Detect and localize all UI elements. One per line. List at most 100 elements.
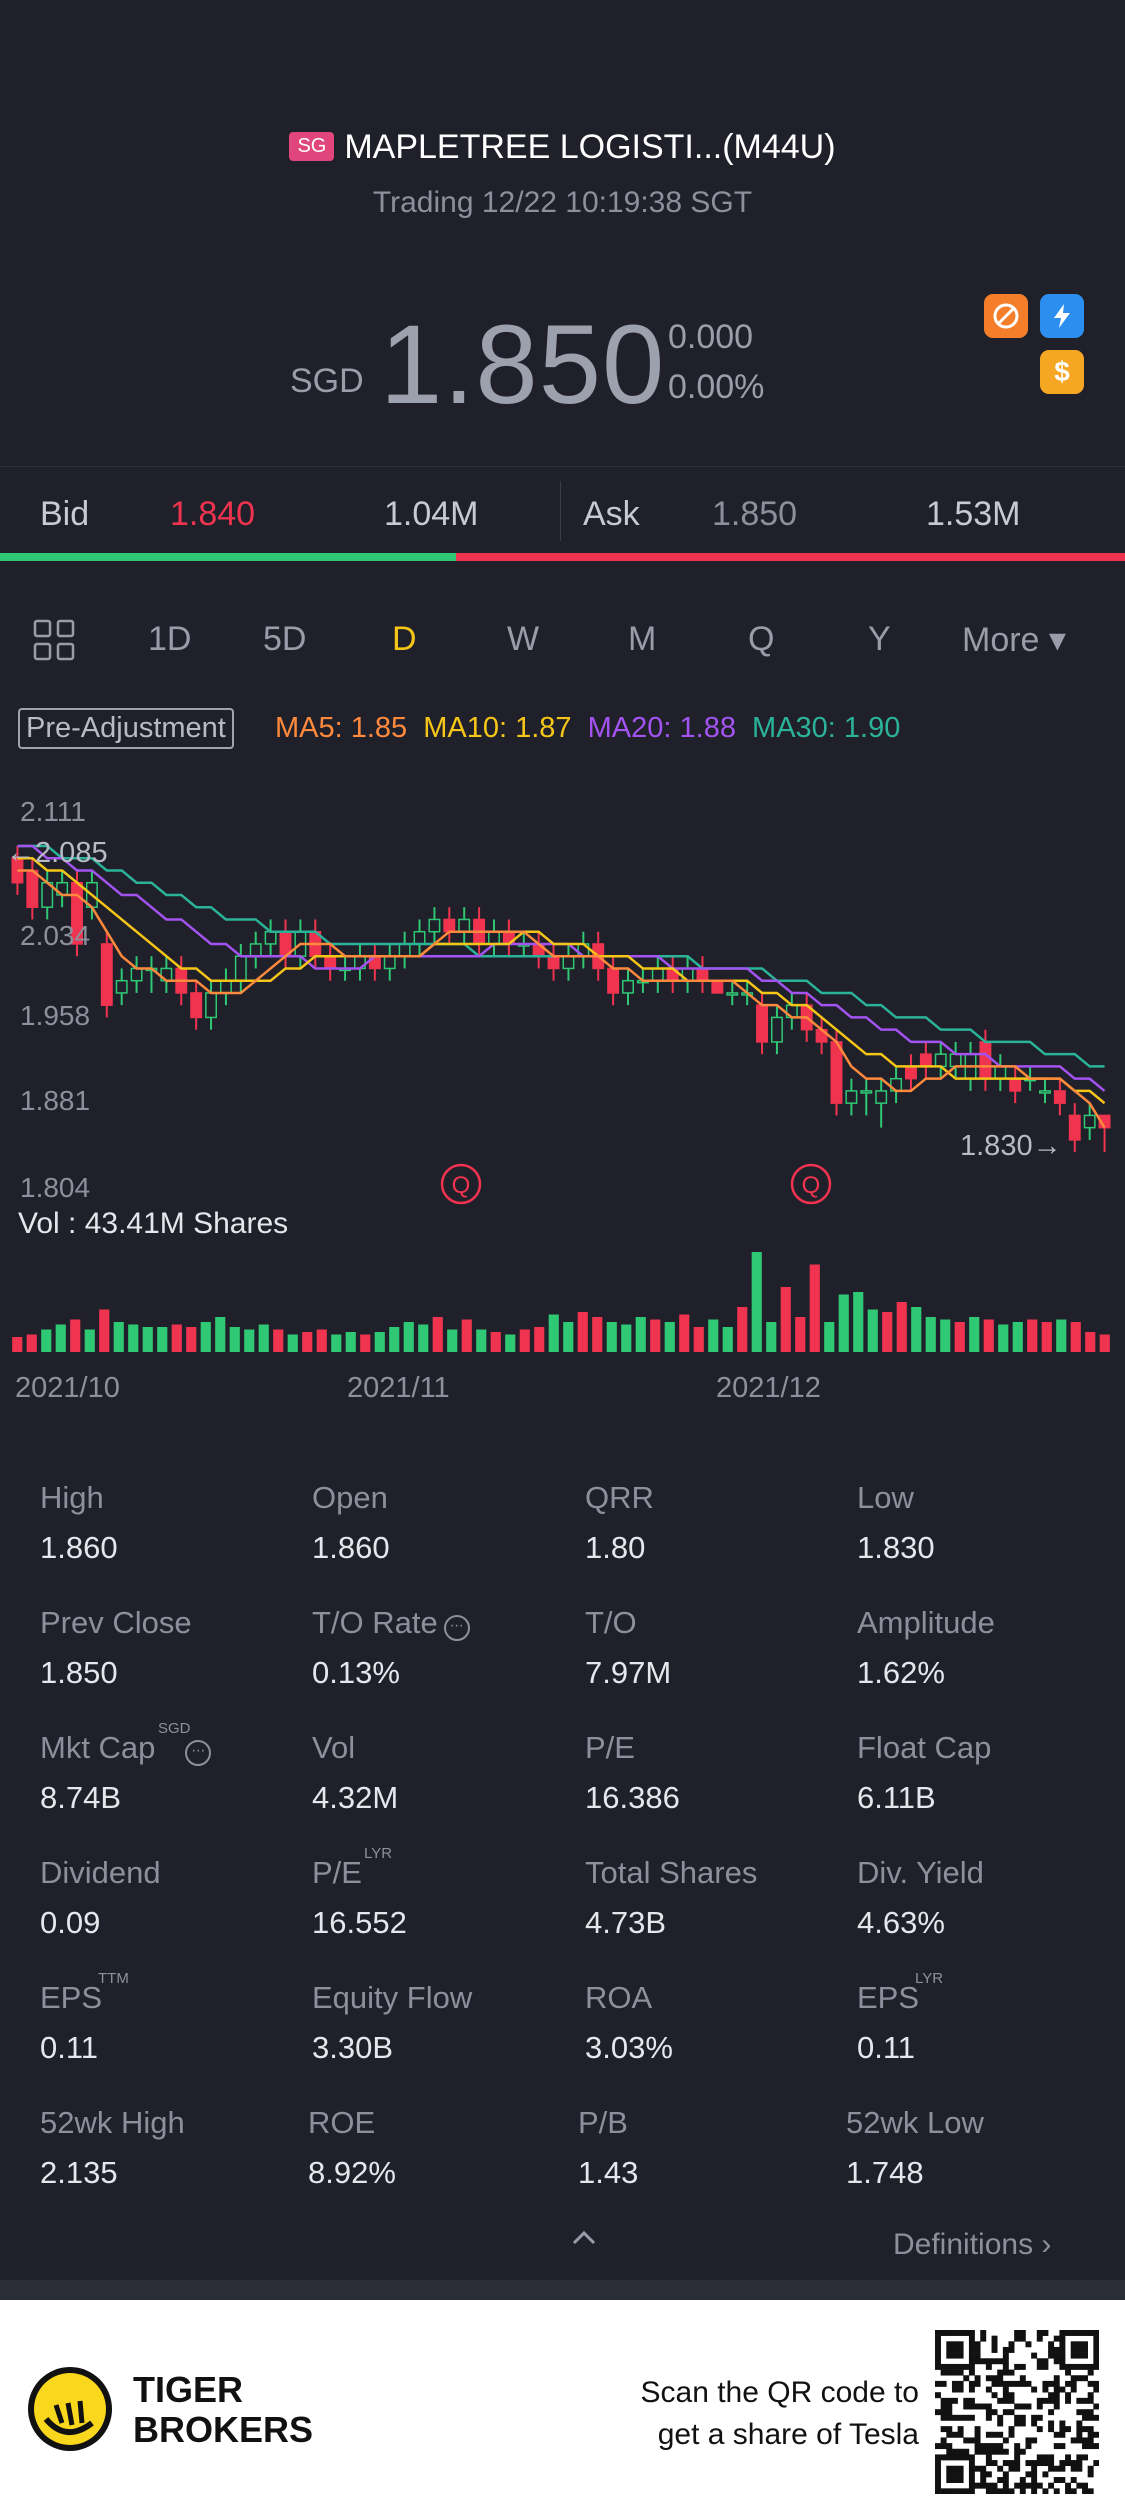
dollar-icon[interactable]: $ bbox=[1040, 350, 1084, 394]
tab-q[interactable]: Q bbox=[748, 620, 775, 658]
chevron-up-icon[interactable] bbox=[568, 2225, 600, 2249]
volume-bar bbox=[664, 1322, 675, 1352]
promo-banner[interactable]: TIGER BROKERS Scan the QR code to get a … bbox=[0, 2300, 1125, 2520]
stat-pb: P/B 1.43 bbox=[578, 2105, 639, 2190]
volume-bar bbox=[1056, 1319, 1067, 1352]
candle bbox=[398, 931, 411, 969]
change-percent: 0.00% bbox=[668, 368, 765, 406]
volume-bar bbox=[418, 1324, 429, 1352]
volume-bar bbox=[1041, 1322, 1052, 1352]
max-price-marker: ←2.085 bbox=[6, 837, 108, 869]
volume-bar bbox=[41, 1329, 52, 1352]
tab-d[interactable]: D bbox=[392, 620, 417, 658]
candle bbox=[234, 943, 247, 993]
more-periods-button[interactable]: More ▾ bbox=[962, 621, 1066, 659]
volume-bar bbox=[853, 1292, 864, 1352]
last-price: 1.850 bbox=[380, 302, 666, 427]
volume-bar bbox=[635, 1317, 646, 1352]
volume-bar bbox=[142, 1327, 153, 1352]
volume-bar bbox=[99, 1309, 110, 1352]
ma5-line bbox=[17, 869, 1106, 1129]
volume-bar bbox=[55, 1324, 66, 1352]
no-short-icon[interactable] bbox=[984, 294, 1028, 338]
volume-bar bbox=[302, 1332, 313, 1352]
candle bbox=[413, 919, 426, 957]
ma5-value: MA5: 1.85 bbox=[275, 712, 408, 744]
stock-title[interactable]: SG MAPLETREE LOGISTI...(M44U) bbox=[0, 128, 1125, 167]
tab-m[interactable]: M bbox=[628, 620, 657, 658]
tab-1d[interactable]: 1D bbox=[148, 620, 192, 658]
volume-bar bbox=[316, 1329, 327, 1352]
volume-bar bbox=[809, 1264, 820, 1352]
pre-adjustment-button[interactable]: Pre-Adjustment bbox=[18, 708, 234, 749]
price-change: 0.000 0.00% bbox=[668, 312, 764, 412]
volume-bar bbox=[360, 1334, 371, 1352]
bid-ask-ratio-bar bbox=[0, 553, 1125, 561]
quote-header: SG MAPLETREE LOGISTI...(M44U) Trading 12/… bbox=[0, 0, 1125, 466]
volume-bar bbox=[548, 1314, 559, 1352]
volume-bar bbox=[244, 1329, 255, 1352]
candle bbox=[890, 1066, 903, 1104]
candle bbox=[205, 980, 218, 1030]
volume-bar bbox=[1012, 1322, 1023, 1352]
tab-w[interactable]: W bbox=[507, 620, 540, 658]
candle bbox=[666, 956, 679, 993]
volume-bar bbox=[403, 1322, 414, 1352]
volume-bar bbox=[389, 1327, 400, 1352]
y-tick: 2.034 bbox=[20, 920, 90, 951]
candle bbox=[875, 1078, 888, 1128]
ask-price: 1.850 bbox=[712, 495, 798, 533]
tab-5d[interactable]: 5D bbox=[263, 620, 307, 658]
stat-prev-close: Prev Close 1.850 bbox=[40, 1605, 192, 1690]
x-tick: 2021/10 bbox=[15, 1372, 120, 1404]
volume-bar bbox=[766, 1322, 777, 1352]
volume-bar bbox=[650, 1319, 661, 1352]
candle bbox=[279, 919, 292, 969]
volume-bar bbox=[229, 1327, 240, 1352]
tab-y[interactable]: Y bbox=[868, 620, 891, 658]
definitions-link[interactable]: Definitions › bbox=[893, 2228, 1052, 2261]
ma10-value: MA10: 1.87 bbox=[423, 712, 572, 744]
event-marker-q[interactable]: Q bbox=[790, 1163, 832, 1205]
bid-ask-divider bbox=[560, 481, 561, 541]
candle bbox=[711, 979, 724, 994]
candle bbox=[532, 931, 545, 969]
footer-separator bbox=[0, 2280, 1125, 2300]
stat-dividend: Dividend 0.09 bbox=[40, 1855, 161, 1940]
candle bbox=[1098, 1114, 1111, 1153]
candle bbox=[130, 956, 143, 993]
volume-bar bbox=[911, 1307, 922, 1352]
tiger-logo-icon bbox=[28, 2367, 112, 2451]
stat-high: High 1.860 bbox=[40, 1480, 118, 1565]
stat-turnover: T/O 7.97M bbox=[585, 1605, 672, 1690]
info-icon[interactable]: ⋯ bbox=[443, 1615, 470, 1641]
stat-roa: ROA 3.03% bbox=[585, 1980, 673, 2065]
candle bbox=[100, 931, 113, 1018]
candle bbox=[353, 943, 366, 981]
brand-name: TIGER BROKERS bbox=[133, 2369, 314, 2450]
kline-chart[interactable]: 2.111 2.034 1.958 1.881 1.804 ←2.085 1.8… bbox=[0, 790, 1125, 1410]
volume-bar bbox=[519, 1329, 530, 1352]
candle bbox=[249, 931, 262, 969]
candle bbox=[383, 943, 396, 981]
lightning-icon[interactable] bbox=[1040, 294, 1084, 338]
volume-bar bbox=[577, 1312, 588, 1352]
ma-legend: MA5: 1.85 MA10: 1.87 MA20: 1.88 MA30: 1.… bbox=[275, 712, 900, 745]
candle bbox=[145, 956, 158, 993]
candle bbox=[1009, 1066, 1022, 1104]
volume-bar bbox=[374, 1332, 385, 1352]
info-icon[interactable]: ⋯ bbox=[185, 1740, 212, 1766]
candle bbox=[56, 870, 69, 908]
volume-bar bbox=[505, 1334, 516, 1352]
candle bbox=[934, 1041, 947, 1079]
volume-bar bbox=[128, 1324, 139, 1352]
volume-bar bbox=[331, 1334, 342, 1352]
candle bbox=[562, 943, 575, 981]
candle bbox=[845, 1078, 858, 1116]
period-tabs: 1D 5D D W M Q Y More ▾ bbox=[0, 619, 1125, 670]
event-marker-q[interactable]: Q bbox=[440, 1163, 482, 1205]
stat-pe: P/E 16.386 bbox=[585, 1730, 680, 1815]
volume-bar bbox=[186, 1327, 197, 1352]
x-tick: 2021/11 bbox=[347, 1372, 450, 1404]
volume-bar bbox=[1085, 1332, 1096, 1352]
